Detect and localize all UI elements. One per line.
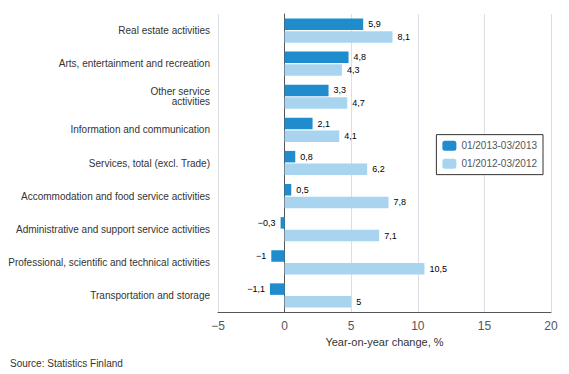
svg-text:4,1: 4,1 xyxy=(344,131,357,141)
svg-text:5,9: 5,9 xyxy=(368,19,381,29)
svg-text:−1,1: −1,1 xyxy=(247,284,265,294)
svg-text:Services, total (excl. Trade): Services, total (excl. Trade) xyxy=(89,158,210,169)
svg-text:20: 20 xyxy=(544,319,558,333)
svg-text:activities: activities xyxy=(172,96,210,107)
svg-text:6,2: 6,2 xyxy=(372,164,385,174)
svg-text:7,1: 7,1 xyxy=(384,231,397,241)
svg-text:−0,3: −0,3 xyxy=(258,218,276,228)
svg-text:0: 0 xyxy=(281,319,288,333)
svg-text:3,3: 3,3 xyxy=(334,85,347,95)
svg-text:4,8: 4,8 xyxy=(354,52,367,62)
svg-text:Arts, entertainment and recrea: Arts, entertainment and recreation xyxy=(59,58,210,69)
svg-text:Other service: Other service xyxy=(150,86,210,98)
svg-text:−1: −1 xyxy=(256,251,266,261)
svg-text:5: 5 xyxy=(348,319,355,333)
svg-text:Source: Statistics Finland: Source: Statistics Finland xyxy=(10,358,123,369)
svg-text:01/2012-03/2012: 01/2012-03/2012 xyxy=(461,158,537,169)
svg-text:10: 10 xyxy=(411,319,425,333)
svg-text:8,1: 8,1 xyxy=(397,32,410,42)
svg-text:7,8: 7,8 xyxy=(393,197,406,207)
svg-text:15: 15 xyxy=(478,319,492,333)
svg-text:−5: −5 xyxy=(211,319,225,333)
svg-text:4,7: 4,7 xyxy=(352,98,365,108)
svg-text:Professional, scientific and t: Professional, scientific and technical a… xyxy=(8,257,210,268)
svg-text:2,1: 2,1 xyxy=(318,119,331,129)
svg-text:5: 5 xyxy=(356,297,361,307)
svg-text:Real estate activities: Real estate activities xyxy=(118,25,210,36)
svg-text:01/2013-03/2013: 01/2013-03/2013 xyxy=(461,140,537,151)
svg-text:0,5: 0,5 xyxy=(296,185,309,195)
svg-text:10,5: 10,5 xyxy=(429,264,447,274)
svg-text:Administrative and support ser: Administrative and support service activ… xyxy=(16,224,210,235)
svg-text:4,3: 4,3 xyxy=(347,65,360,75)
svg-text:Information and communication: Information and communication xyxy=(70,124,210,135)
svg-text:Transportation and storage: Transportation and storage xyxy=(90,290,210,301)
svg-text:0,8: 0,8 xyxy=(300,152,313,162)
svg-text:Year-on-year change, %: Year-on-year change, % xyxy=(325,336,443,348)
svg-text:Accommodation and food service: Accommodation and food service activitie… xyxy=(21,191,210,202)
